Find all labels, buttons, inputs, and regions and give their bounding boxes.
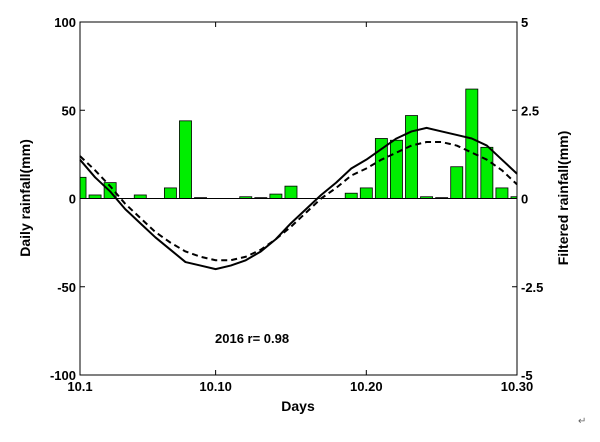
- tick-group: 10.1 10.10 10.20 10.30 -100 -50 0 50 100 -5 -2.5 0 2…: [50, 15, 543, 394]
- y-tick-label: 50: [62, 103, 76, 118]
- filtered-line-solid: [79, 126, 518, 271]
- rain-bar: [269, 193, 283, 199]
- return-mark-glyph: ↵: [578, 416, 586, 427]
- y2-tick-label: -2.5: [521, 280, 543, 295]
- y-tick-label: -50: [57, 280, 76, 295]
- rain-bar: [390, 139, 403, 199]
- y-axis-title: Daily rainfall(mm): [17, 139, 33, 256]
- x-axis-title: Days: [281, 398, 315, 414]
- rain-bar: [344, 192, 358, 199]
- rain-bar: [88, 194, 102, 199]
- rain-bar: [284, 185, 298, 199]
- rain-bar: [374, 138, 388, 199]
- x-tick-label: 10.10: [199, 379, 232, 394]
- rain-bar: [480, 146, 494, 199]
- rain-bar: [133, 194, 147, 199]
- x-tick-label: 10.1: [67, 379, 92, 394]
- x-tick-label: 10.20: [350, 379, 383, 394]
- rain-bar: [163, 187, 177, 199]
- rain-bar: [179, 120, 192, 199]
- rain-bar: [465, 88, 479, 199]
- y2-tick-label: 5: [521, 15, 528, 30]
- bar-group: [79, 88, 518, 199]
- rain-bar: [450, 166, 464, 199]
- y-tick-label: 100: [54, 15, 76, 30]
- rain-bar: [79, 176, 87, 199]
- y2-tick-label: -5: [521, 368, 533, 383]
- filtered-line-dashed: [79, 141, 518, 262]
- y-tick-label: 0: [69, 192, 76, 207]
- rain-bar: [405, 115, 418, 199]
- y2-tick-label: 2.5: [521, 103, 539, 118]
- y2-axis-title: Filtered rainfall(mm): [555, 131, 571, 266]
- y2-tick-label: 0: [521, 192, 528, 207]
- x-tick-label: 10.30: [501, 379, 534, 394]
- annotation: 2016 r= 0.98: [215, 331, 289, 346]
- rain-bar: [495, 187, 509, 199]
- line-group: [79, 126, 518, 271]
- rain-bar: [359, 187, 373, 199]
- y-tick-label: -100: [50, 368, 76, 383]
